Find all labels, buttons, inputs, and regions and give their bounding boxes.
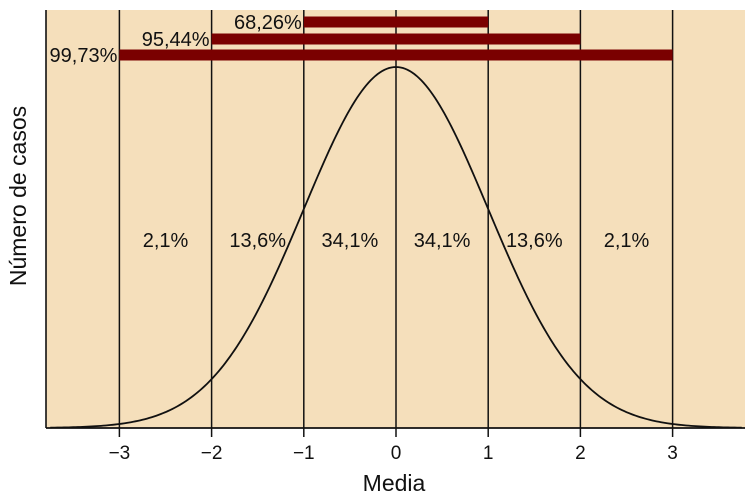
range-bar-label: 68,26% [234,12,302,34]
range-bar [303,16,489,28]
range-bar-label: 99,73% [50,45,118,67]
x-axis: −3 −2 −1 0 1 2 3 [45,10,745,464]
x-tick-label: −1 [293,443,315,464]
section-labels: 2,1% 13,6% 34,1% 34,1% 13,6% 2,1% [143,230,650,252]
section-label: 2,1% [604,230,650,252]
x-tick-label: −3 [109,443,131,464]
x-tick-label: 2 [575,443,586,464]
y-axis-title: Número de casos [5,106,31,286]
x-tick-label: 0 [391,443,402,464]
range-bars: 68,26% 95,44% 99,73% [50,12,673,67]
section-label: 13,6% [229,230,286,252]
range-bar [119,49,673,61]
gridlines [118,10,674,428]
x-tick-label: −2 [201,443,223,464]
section-label: 13,6% [506,230,563,252]
x-tick-label: 1 [483,443,494,464]
section-label: 2,1% [143,230,189,252]
normal-curve [50,66,742,429]
range-bar-label: 95,44% [142,29,210,51]
x-tick-label: 3 [667,443,678,464]
range-bar [211,33,581,45]
section-label: 34,1% [322,230,379,252]
x-axis-title: Media [363,470,426,494]
section-label: 34,1% [414,230,471,252]
